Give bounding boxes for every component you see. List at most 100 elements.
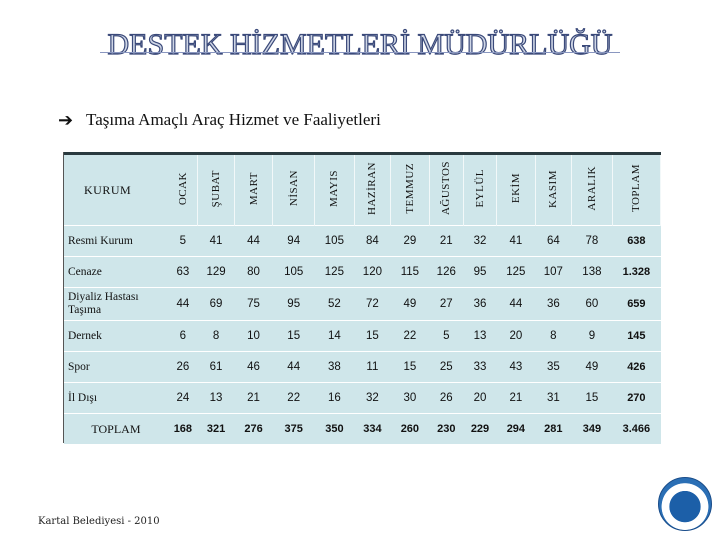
table-cell: 21 xyxy=(234,382,273,414)
table-cell: 321 xyxy=(197,413,235,444)
table-cell: 126 xyxy=(429,256,464,288)
month-header-label: ARALIK xyxy=(585,166,598,211)
table-cell: 35 xyxy=(535,351,572,383)
table-cell: 30 xyxy=(390,382,430,414)
month-header: TEMMUZ xyxy=(390,152,430,226)
table-cell: 41 xyxy=(496,225,536,257)
table-cell: 107 xyxy=(535,256,572,288)
month-header: NİSAN xyxy=(272,152,316,226)
table-cell: 61 xyxy=(197,351,235,383)
table-cell: 80 xyxy=(234,256,273,288)
row-total-cell: 426 xyxy=(612,351,661,383)
table-cell: 334 xyxy=(354,413,391,444)
corner-header: KURUM xyxy=(64,152,168,226)
month-header-label: KASIM xyxy=(547,169,560,208)
header-row: KURUM OCAK ŞUBAT MART NİSAN MAYIS HAZİRAN TEMM… xyxy=(64,152,662,226)
table-cell: 44 xyxy=(167,287,198,321)
table-cell: 13 xyxy=(463,320,497,352)
table-cell: 138 xyxy=(571,256,613,288)
month-header: MAYIS xyxy=(314,152,355,226)
table-cell: 64 xyxy=(535,225,572,257)
table-row: İl Dışı 24 13 21 22 16 32 30 26 20 21 31 15 270 xyxy=(64,382,661,414)
month-header-label: AĞUSTOS xyxy=(440,161,453,216)
table-cell: 14 xyxy=(314,320,355,352)
table-cell: 375 xyxy=(272,413,315,444)
table-cell: 32 xyxy=(354,382,391,414)
table-cell: 349 xyxy=(571,413,613,444)
table-cell: 9 xyxy=(571,320,613,352)
month-header-label: EKİM xyxy=(509,173,522,204)
table-cell: 230 xyxy=(429,413,464,444)
table-cell: 129 xyxy=(197,256,235,288)
month-header: ARALIK xyxy=(571,152,613,226)
month-header-label: NİSAN xyxy=(287,170,300,207)
month-header-label: OCAK xyxy=(176,171,189,206)
table-cell: 41 xyxy=(197,225,235,257)
row-label: Dernek xyxy=(64,320,168,352)
month-header: MART xyxy=(234,152,274,226)
table-cell: 8 xyxy=(197,320,235,352)
row-total-cell: 1.328 xyxy=(612,256,661,288)
month-header-label: ŞUBAT xyxy=(210,169,223,208)
table-cell: 115 xyxy=(390,256,430,288)
table-cell: 95 xyxy=(463,256,497,288)
table-row: Spor 26 61 46 44 38 11 15 25 33 43 35 49 426 xyxy=(64,351,661,383)
month-header-label: TOPLAM xyxy=(630,164,643,213)
table-cell: 6 xyxy=(167,320,198,352)
municipality-logo xyxy=(658,477,712,531)
month-header: OCAK xyxy=(167,152,199,226)
table-cell: 24 xyxy=(167,382,198,414)
table-cell: 21 xyxy=(496,382,536,414)
activity-table-container: KURUM OCAK ŞUBAT MART NİSAN MAYIS HAZİRAN TEMM… xyxy=(63,152,662,444)
table-cell: 125 xyxy=(314,256,355,288)
table-row: Cenaze 63 129 80 105 125 120 115 126 95 125 107 138 1… xyxy=(64,256,661,288)
table-cell: 5 xyxy=(167,225,198,257)
table-cell: 36 xyxy=(535,287,572,321)
table-cell: 105 xyxy=(314,225,355,257)
month-header-label: TEMMUZ xyxy=(403,163,416,214)
month-header-label: MART xyxy=(247,171,260,206)
month-header: EYLÜL xyxy=(463,152,498,226)
table-cell: 60 xyxy=(571,287,613,321)
table-cell: 44 xyxy=(234,225,273,257)
month-header: ŞUBAT xyxy=(197,152,235,226)
table-cell: 49 xyxy=(390,287,430,321)
row-label: Spor xyxy=(64,351,168,383)
month-header-label: MAYIS xyxy=(328,170,341,207)
table-cell: 10 xyxy=(234,320,273,352)
table-cell: 69 xyxy=(197,287,235,321)
table-cell: 15 xyxy=(354,320,391,352)
month-header: EKİM xyxy=(496,152,536,226)
table-cell: 22 xyxy=(272,382,315,414)
table-cell: 22 xyxy=(390,320,430,352)
arrow-right-icon: ➔ xyxy=(58,110,74,130)
table-cell: 32 xyxy=(463,225,497,257)
footer-text: Kartal Belediyesi - 2010 xyxy=(38,516,160,527)
table-row: Dernek 6 8 10 15 14 15 22 5 13 20 8 9 145 xyxy=(64,320,661,352)
month-header: AĞUSTOS xyxy=(429,152,464,226)
table-cell: 20 xyxy=(463,382,497,414)
table-cell: 281 xyxy=(535,413,572,444)
month-header: TOPLAM xyxy=(612,152,662,226)
table-row: Diyaliz Hastası Taşıma 44 69 75 95 52 72 49 27 36… xyxy=(64,287,661,321)
table-cell: 75 xyxy=(234,287,273,321)
table-cell: 15 xyxy=(390,351,430,383)
table-cell: 120 xyxy=(354,256,391,288)
table-cell: 21 xyxy=(429,225,464,257)
row-label: TOPLAM xyxy=(64,413,168,444)
row-total-cell: 3.466 xyxy=(612,413,661,444)
table-cell: 95 xyxy=(272,287,315,321)
table-cell: 15 xyxy=(272,320,315,352)
row-label: İl Dışı xyxy=(64,382,168,414)
table-cell: 27 xyxy=(429,287,464,321)
table-cell: 260 xyxy=(390,413,430,444)
table-cell: 44 xyxy=(496,287,536,321)
month-header: KASIM xyxy=(535,152,573,226)
table-cell: 78 xyxy=(571,225,613,257)
table-cell: 33 xyxy=(463,351,497,383)
table-cell: 46 xyxy=(234,351,273,383)
table-cell: 25 xyxy=(429,351,464,383)
table-cell: 105 xyxy=(272,256,315,288)
activity-table: KURUM OCAK ŞUBAT MART NİSAN MAYIS HAZİRAN TEMM… xyxy=(64,152,662,444)
month-header: HAZİRAN xyxy=(354,152,392,226)
